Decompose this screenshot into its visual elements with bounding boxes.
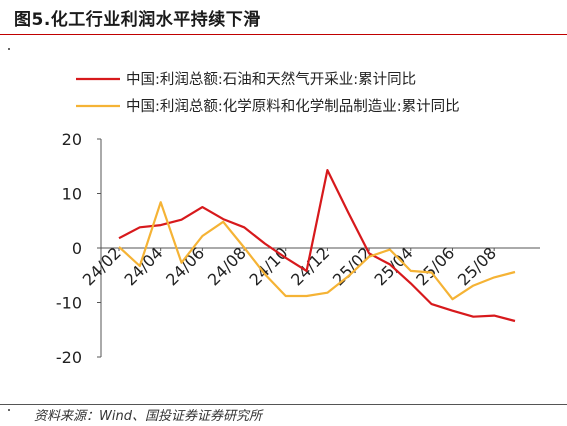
x-tick-label: 24/08 bbox=[204, 243, 250, 289]
source-note: 资料来源：Wind、国投证券证券研究所 bbox=[34, 409, 262, 424]
y-tick-label: -10 bbox=[56, 294, 82, 313]
legend-label: 中国:利润总额:化学原料和化学制品制造业:累计同比 bbox=[126, 98, 460, 115]
title-divider bbox=[0, 34, 567, 35]
legend: 中国:利润总额:石油和天然气开采业:累计同比中国:利润总额:化学原料和化学制品制… bbox=[76, 71, 460, 115]
corner-marker bbox=[8, 409, 10, 411]
x-tick-label: 25/06 bbox=[412, 243, 458, 289]
chart-title: 图5.化工行业利润水平持续下滑 bbox=[14, 10, 261, 30]
axes: 20100-10-2024/0224/0424/0624/0824/1024/1… bbox=[56, 130, 540, 367]
series-lines bbox=[118, 169, 516, 323]
series-line-2 bbox=[118, 201, 516, 301]
corner-marker bbox=[8, 48, 10, 50]
y-tick-label: -20 bbox=[56, 348, 82, 367]
y-tick-label: 20 bbox=[62, 130, 82, 149]
x-tick-label: 24/06 bbox=[162, 243, 208, 289]
y-tick-label: 0 bbox=[72, 239, 82, 258]
y-tick-label: 10 bbox=[62, 185, 82, 204]
x-tick-label: 25/08 bbox=[454, 243, 500, 289]
x-tick-label: 24/04 bbox=[120, 243, 166, 289]
x-tick-label: 24/10 bbox=[246, 243, 292, 289]
series-line-1 bbox=[118, 169, 516, 323]
legend-label: 中国:利润总额:石油和天然气开采业:累计同比 bbox=[126, 71, 416, 88]
footer-divider bbox=[0, 404, 567, 405]
x-tick-label: 24/02 bbox=[79, 243, 125, 289]
